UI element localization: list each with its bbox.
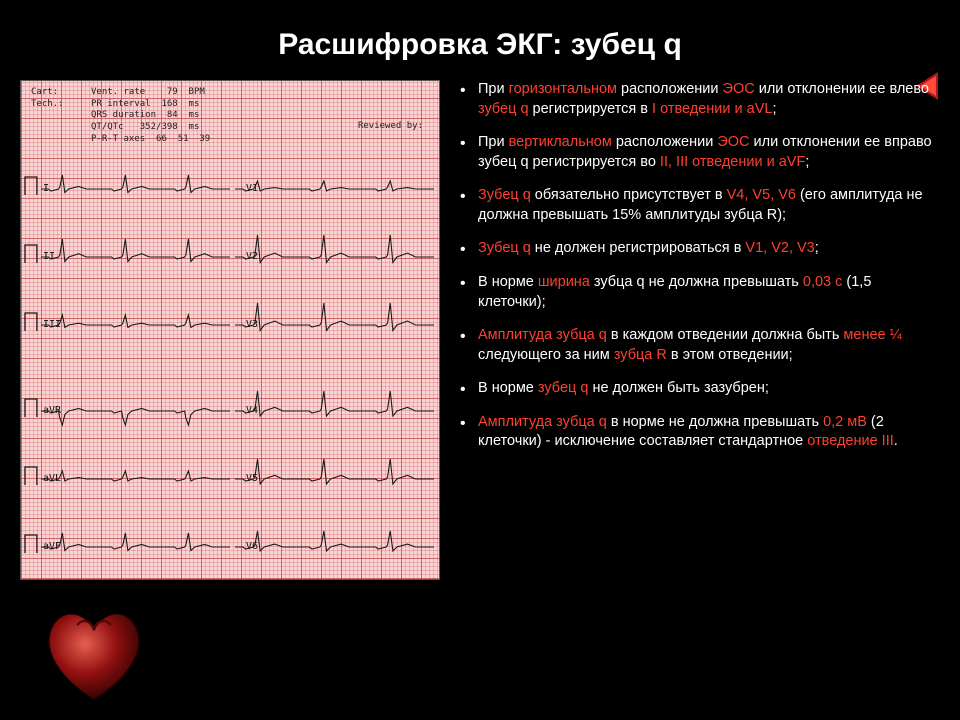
ecg-lead-label: aVF (43, 541, 61, 552)
ecg-trace-row: I V1 (21, 159, 439, 214)
ecg-trace-row: II V2 (21, 227, 439, 282)
bullet-item: Амплитуда зубца q в каждом отведении дол… (458, 326, 940, 365)
ecg-review-label: Reviewed by: (358, 121, 423, 131)
ecg-lead-label: I (43, 183, 49, 194)
ecg-lead-label: V2 (246, 251, 258, 262)
ecg-trace-row: aVL V5 (21, 449, 439, 504)
page-title: Расшифровка ЭКГ: зубец q (0, 0, 960, 80)
ecg-lead-label: V4 (246, 405, 258, 416)
ecg-lead-label: II (43, 251, 55, 262)
ecg-trace-row: III V3 (21, 295, 439, 350)
ecg-lead-label: V3 (246, 319, 258, 330)
bullet-item: Амплитуда зубца q в норме не должна прев… (458, 413, 940, 452)
bullet-item: В норме ширина зубца q не должна превыша… (458, 273, 940, 312)
ecg-lead-label: V5 (246, 473, 258, 484)
bullet-item: Зубец q обязательно присутствует в V4, V… (458, 186, 940, 225)
content-area: Cart: Tech.:Vent. rate 79 BPM PR interva… (0, 80, 960, 580)
ecg-lead-label: V6 (246, 541, 258, 552)
ecg-lead-label: aVR (43, 405, 61, 416)
ecg-trace-row: aVR V4 (21, 381, 439, 436)
ecg-lead-label: aVL (43, 473, 61, 484)
ecg-header-text: Cart: Tech.:Vent. rate 79 BPM PR interva… (91, 87, 210, 145)
heart-icon (34, 594, 154, 714)
ecg-lead-label: V1 (246, 183, 258, 194)
ecg-trace-row: aVF V6 (21, 517, 439, 572)
bullet-item: Зубец q не должен регистрироваться в V1,… (458, 239, 940, 259)
bullet-item: При вертиклальном расположении ЭОС или о… (458, 133, 940, 172)
ecg-image: Cart: Tech.:Vent. rate 79 BPM PR interva… (20, 80, 440, 580)
bullet-item: При горизонтальном расположении ЭОС или … (458, 80, 940, 119)
bullet-list: При горизонтальном расположении ЭОС или … (458, 80, 940, 580)
ecg-lead-label: III (43, 319, 61, 330)
bullet-item: В норме зубец q не должен быть зазубрен; (458, 379, 940, 399)
